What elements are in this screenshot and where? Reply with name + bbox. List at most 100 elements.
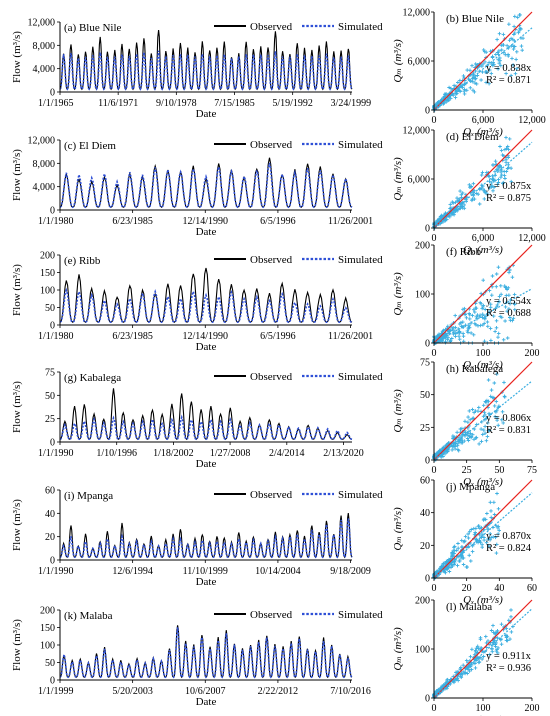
y-tick-label: 12,000 [28,136,56,147]
scatter-point [499,622,504,626]
one-to-one-line [433,244,533,344]
scatter-point [492,404,497,408]
scatter-point [453,200,458,205]
scatter-point [438,218,442,222]
scatter-point [505,336,510,340]
fit-line [433,608,533,699]
scatter-point [504,160,508,165]
y-axis-label: Flow (m³/s) [11,31,23,83]
scatter-point [504,135,508,140]
scatter-point [467,669,472,673]
scatter-point [488,532,492,536]
scatter-point [501,421,505,425]
y-tick-label: 100 [415,290,430,301]
x-tick-label: 2/22/2012 [258,686,299,697]
y-tick-label: 75 [45,368,55,379]
x-tick-label: 10/14/2004 [255,566,301,577]
y-tick-label: 4,000 [33,182,56,193]
scatter-point [470,63,474,68]
panel-c: 0 4,000 8,000 12,000 1/1/1980 6/23/1985 12/14/… [11,136,383,239]
scatter-point [462,203,466,207]
y-tick-label: 6,000 [408,57,431,68]
scatter-point [434,221,439,225]
scatter-point [503,285,508,290]
scatter-point [504,169,509,174]
x-tick-label: 11/26/2001 [328,331,373,342]
scatter-point [473,321,477,326]
regression-equation: y = 0.806x [486,413,532,424]
scatter-point [458,667,462,671]
scatter-point [482,428,486,432]
scatter-point [463,534,468,539]
scatter-point [509,179,513,184]
x-axis-label: Qₓ (m³/s) [463,244,503,256]
scatter-point [463,419,467,424]
scatter-point [479,439,484,444]
y-tick-label: 20 [420,541,430,552]
legend-simulated-label: Simulated [338,21,383,33]
scatter-point [476,324,480,328]
scatter-point [467,311,471,316]
y-tick-label: 60 [420,476,430,487]
scatter-point [483,190,488,195]
scatter-point [485,434,490,439]
x-tick-label: 11/10/1999 [183,566,228,577]
scatter-point [511,316,516,321]
fit-line [433,141,533,229]
y-tick-label: 75 [420,358,430,369]
panel-e: 0 50 100 150 200 1/1/1980 6/23/1985 12/14/1990 6… [11,251,383,354]
scatter-point [490,649,495,654]
scatter-point [459,556,463,560]
scatter-point [469,559,473,563]
scatter-point [472,652,477,657]
scatter-point [452,444,456,448]
scatter-point [462,92,467,96]
x-tick-label: 0 [432,115,437,126]
scatter-point [500,315,504,320]
scatter-point [484,80,488,85]
y-axis-label: Flow (m³/s) [11,381,23,433]
scatter-point [497,61,501,65]
scatter-point [482,339,487,343]
scatter-point [482,410,487,415]
scatter-point [451,201,455,205]
scatter-point [504,633,508,638]
x-tick-label: 0 [432,348,437,359]
y-axis-label: Qₘ (m³/s) [392,39,404,83]
panel-title: (g) Kabalega [64,372,121,384]
legend-observed-label: Observed [250,21,293,33]
scatter-point [521,36,525,40]
panel-title: (c) El Diem [64,140,116,152]
scatter-point [446,98,450,103]
regression-equation: y = 0.870x [486,531,532,542]
scatter-point [496,651,500,655]
scatter-point [484,634,488,639]
scatter-point [450,212,454,217]
scatter-point [483,60,487,64]
scatter-point [484,314,488,319]
x-axis-label: Date [196,108,217,120]
panel-i: 0 20 40 60 1/1/1990 12/6/1994 11/10/1999 10/14/… [11,486,383,589]
x-axis-label: Qₓ (m³/s) [463,594,503,606]
y-tick-label: 0 [50,206,55,217]
scatter-point [479,173,484,177]
scatter-point [449,565,453,570]
scatter-point [506,147,511,152]
scatter-point [451,549,455,553]
scatter-point [456,88,460,92]
y-tick-label: 50 [45,391,55,402]
scatter-point [468,86,473,90]
scatter-point [479,525,484,530]
scatter-point [445,449,450,454]
scatter-point [489,185,494,189]
scatter-point [499,637,503,641]
y-tick-label: 0 [50,321,55,332]
scatter-point [494,284,499,289]
y-tick-label: 12,000 [403,126,431,137]
scatter-point [459,193,464,197]
series-simulated-line [59,518,353,559]
scatter-point [496,57,500,62]
scatter-point [480,170,485,175]
